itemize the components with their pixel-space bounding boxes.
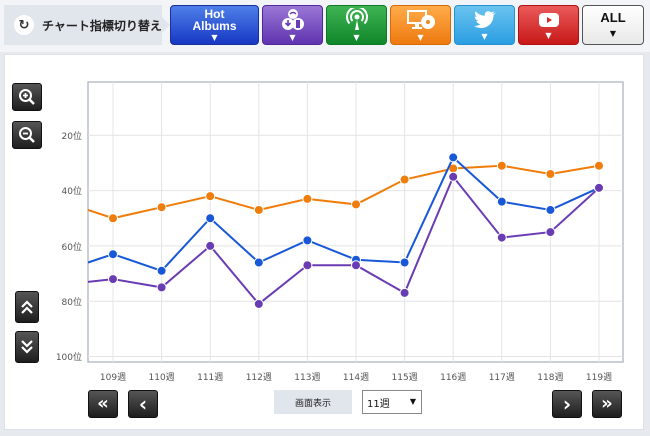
display-mode-label: 画面表示 [274, 390, 352, 414]
tab-youtube[interactable]: ▼ [518, 5, 579, 45]
x-tick: 114週 [342, 373, 370, 383]
chart-metric-bar: ↻ チャート指標切り替え Hot Albums ▼ ▼ ▼ [0, 0, 650, 52]
zoom-out-icon [19, 127, 35, 143]
scroll-up-button[interactable] [15, 291, 39, 323]
x-tick: 112週 [245, 373, 272, 383]
x-tick: 116週 [440, 373, 467, 383]
tab-hot-albums-line1: Hot [204, 7, 225, 21]
chevron-down-icon: ▼ [545, 31, 552, 40]
tab-hot-albums[interactable]: Hot Albums ▼ [170, 5, 259, 45]
x-tick: 110週 [148, 373, 175, 383]
radio-icon [345, 8, 368, 30]
twitter-icon [473, 11, 496, 29]
x-tick: 113週 [294, 373, 321, 383]
chevron-left-icon: ‹ [138, 392, 148, 416]
zoom-out-button[interactable] [12, 121, 42, 149]
double-chevron-down-icon [21, 340, 33, 354]
y-tick-60: 60位 [61, 243, 82, 253]
tab-all-label: ALL [600, 10, 626, 25]
tab-pc-cd[interactable]: ▼ [390, 5, 451, 45]
tab-radio[interactable]: ▼ [326, 5, 387, 45]
tab-twitter[interactable]: ▼ [454, 5, 515, 45]
pc-cd-icon [406, 10, 435, 29]
chevron-down-icon: ▼ [353, 33, 360, 42]
next-page-button[interactable]: › [552, 390, 582, 418]
x-tick: 111週 [197, 373, 224, 383]
chevron-right-icon: › [562, 392, 572, 416]
scroll-down-button[interactable] [15, 331, 39, 363]
y-tick-100: 100位 [55, 353, 82, 363]
x-tick: 119週 [585, 373, 613, 383]
refresh-icon: ↻ [14, 15, 34, 35]
last-page-button[interactable]: » [592, 390, 622, 418]
prev-page-button[interactable]: ‹ [128, 390, 158, 418]
y-tick-20: 20位 [61, 132, 82, 142]
chevron-down-icon: ▼ [409, 397, 416, 406]
y-tick-80: 80位 [61, 298, 82, 308]
double-chevron-left-icon: « [97, 393, 109, 414]
tab-download[interactable]: ▼ [262, 5, 323, 45]
chevron-down-icon: ▼ [417, 33, 424, 42]
chevron-down-icon: ▼ [211, 33, 218, 42]
youtube-icon [538, 13, 559, 27]
x-tick: 118週 [537, 373, 564, 383]
chart-switch-label: ↻ チャート指標切り替え [4, 5, 170, 45]
x-tick: 115週 [391, 373, 418, 383]
chevron-down-icon: ▼ [609, 29, 617, 38]
display-mode-select[interactable]: 11週 ▼ [362, 390, 422, 414]
display-mode-value: 11週 [367, 398, 390, 410]
chevron-down-icon: ▼ [289, 33, 296, 42]
tab-all[interactable]: ALL ▼ [582, 5, 644, 45]
x-tick: 117週 [488, 373, 515, 383]
download-icon [281, 9, 304, 30]
double-chevron-up-icon [21, 300, 33, 314]
zoom-in-icon [19, 89, 35, 105]
first-page-button[interactable]: « [88, 390, 118, 418]
chart-switch-text: チャート指標切り替え [42, 18, 162, 33]
tab-hot-albums-line2: Albums [192, 19, 237, 33]
x-tick: 109週 [99, 373, 127, 383]
zoom-in-button[interactable] [12, 83, 42, 111]
double-chevron-right-icon: » [601, 393, 613, 414]
chevron-down-icon: ▼ [481, 32, 488, 41]
y-tick-40: 40位 [61, 187, 82, 197]
